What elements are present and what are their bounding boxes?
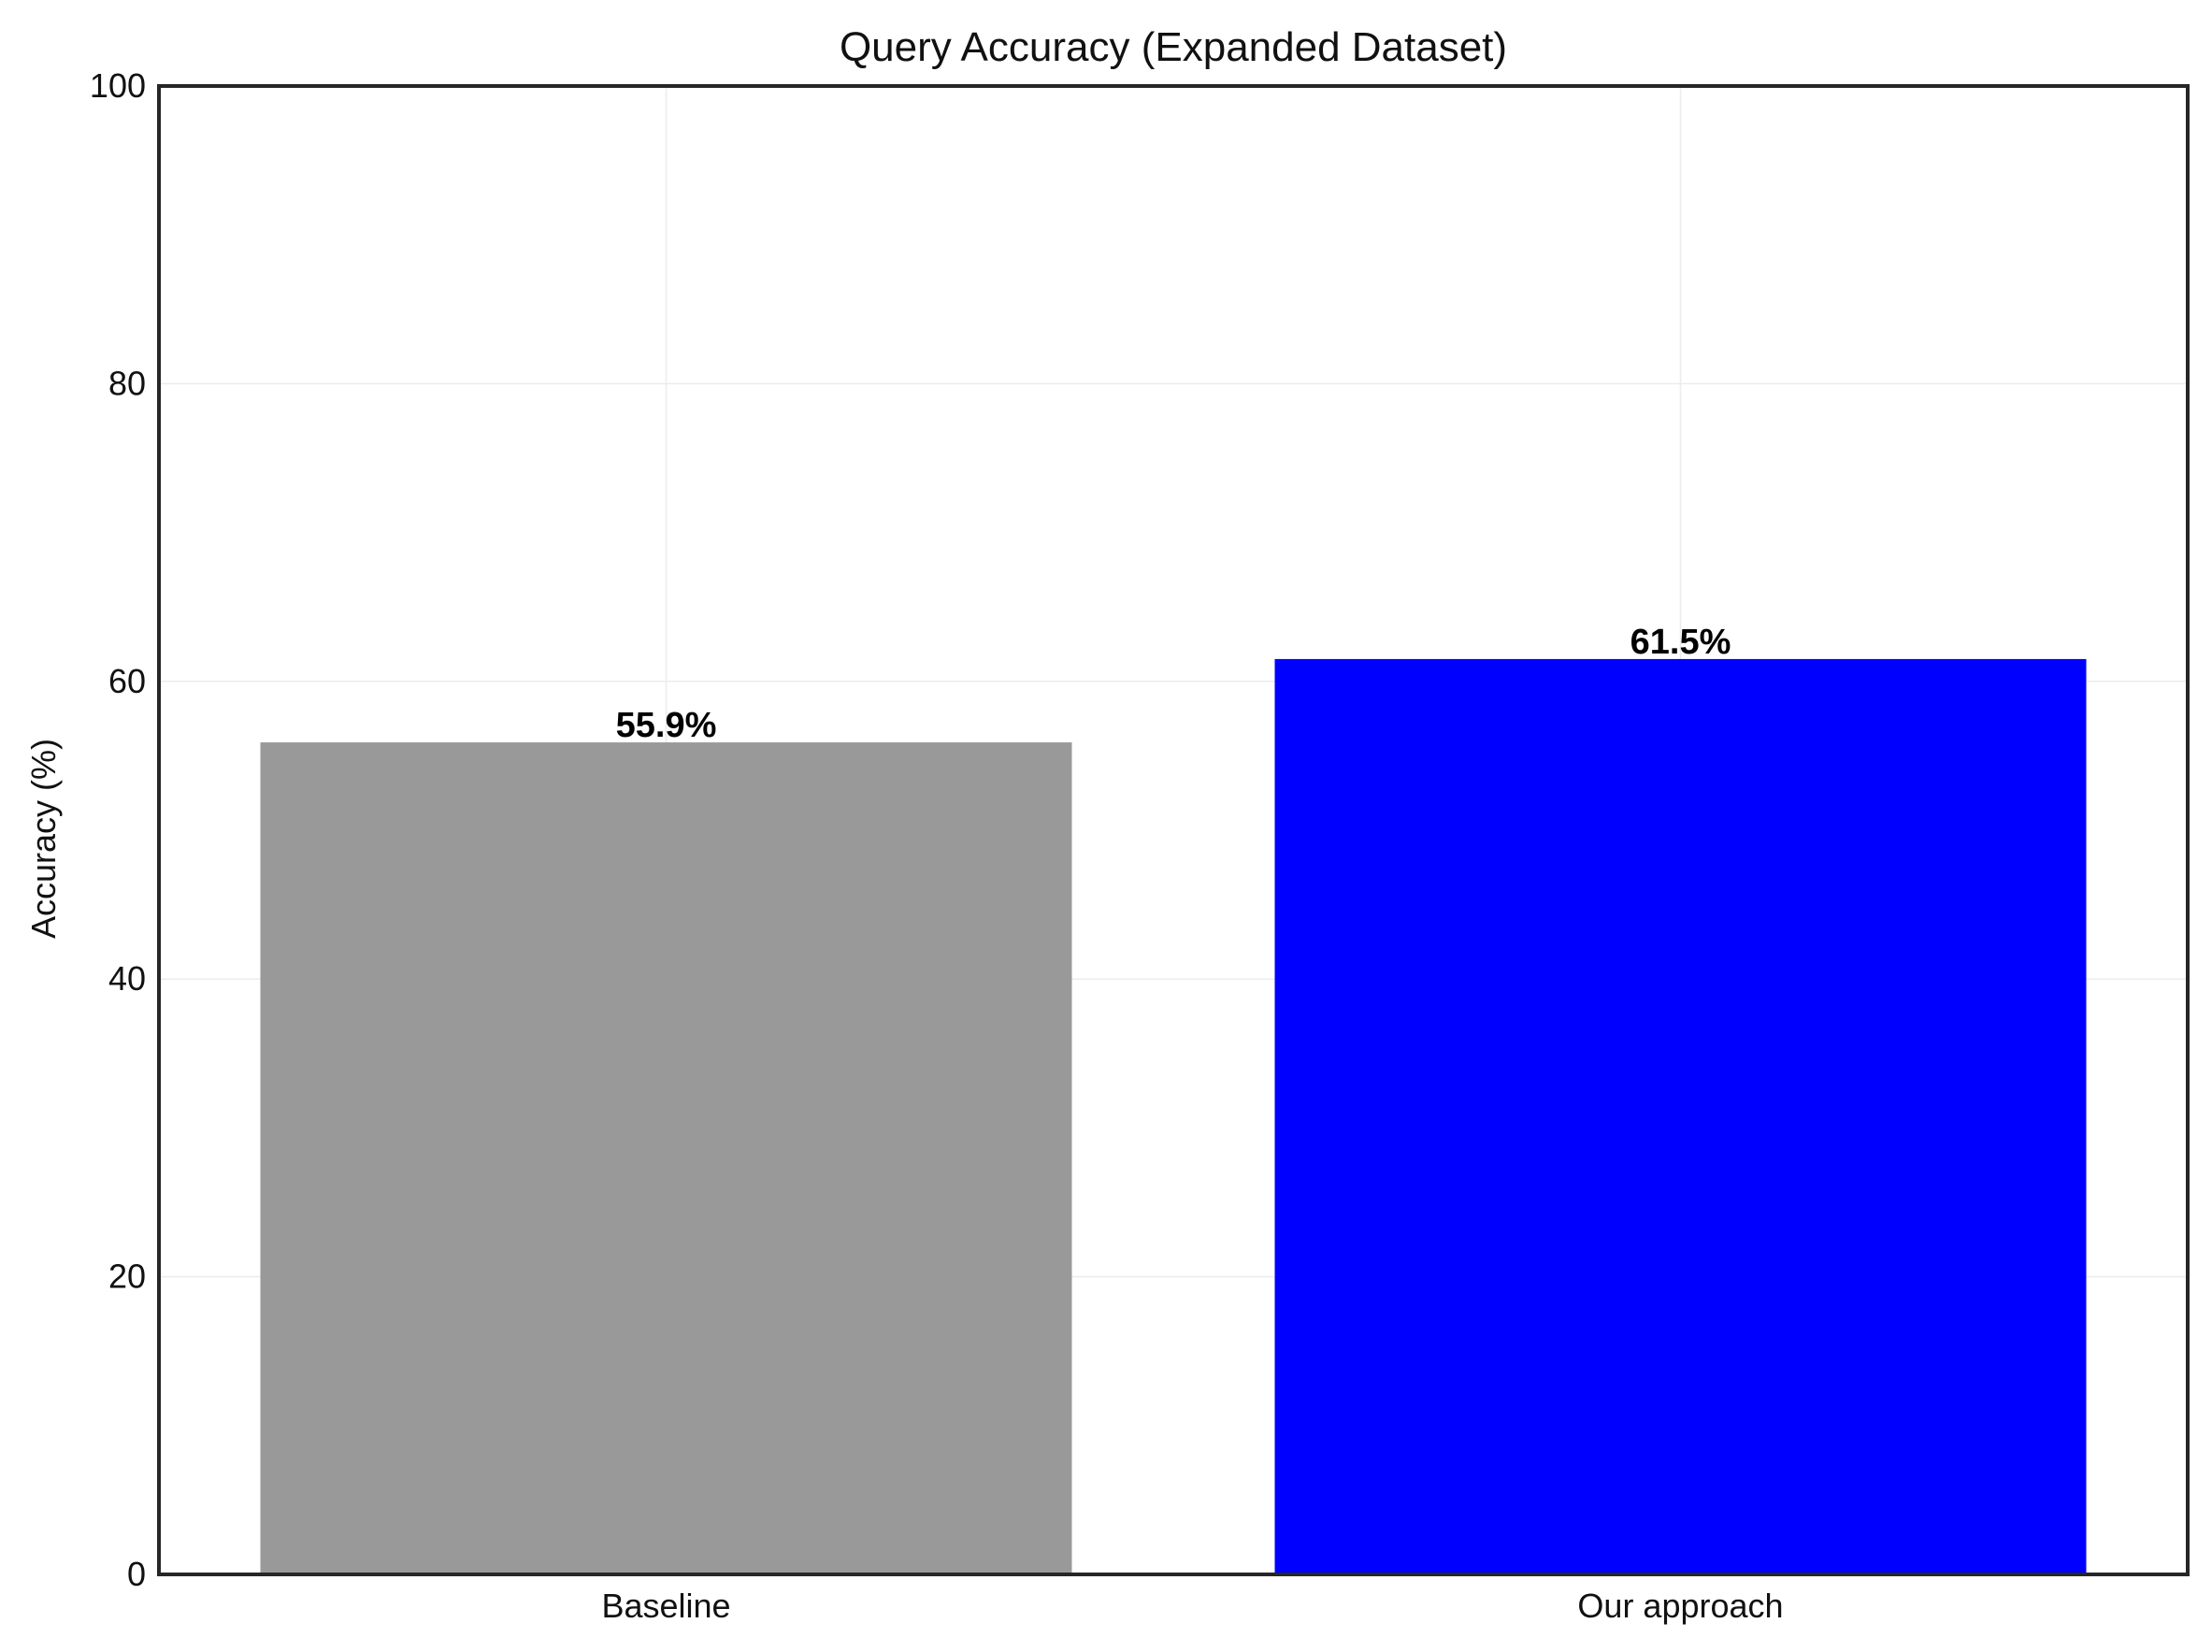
bar-value-label: 61.5% <box>1630 623 1731 662</box>
x-axis-ticks: Baseline Our approach <box>601 1587 1783 1625</box>
y-tick-label: 0 <box>127 1555 146 1593</box>
bar-our-approach <box>1274 658 2087 1574</box>
bar-value-label: 55.9% <box>616 706 717 745</box>
y-tick-label: 60 <box>108 662 146 700</box>
y-tick-label: 20 <box>108 1257 146 1296</box>
y-tick-label: 100 <box>90 66 146 105</box>
x-tick-label: Our approach <box>1577 1587 1783 1625</box>
bar-baseline <box>260 742 1072 1574</box>
chart-title: Query Accuracy (Expanded Dataset) <box>840 24 1507 70</box>
plot-frame <box>157 84 2190 1576</box>
bars <box>260 658 2087 1574</box>
y-axis-title: Accuracy (%) <box>24 739 63 939</box>
x-tick-label: Baseline <box>601 1587 730 1625</box>
data-labels: 55.9% 61.5% <box>616 623 1731 745</box>
y-axis-ticks: 0 20 40 60 80 100 <box>90 66 146 1593</box>
y-tick-label: 80 <box>108 364 146 402</box>
y-tick-label: 40 <box>108 959 146 998</box>
